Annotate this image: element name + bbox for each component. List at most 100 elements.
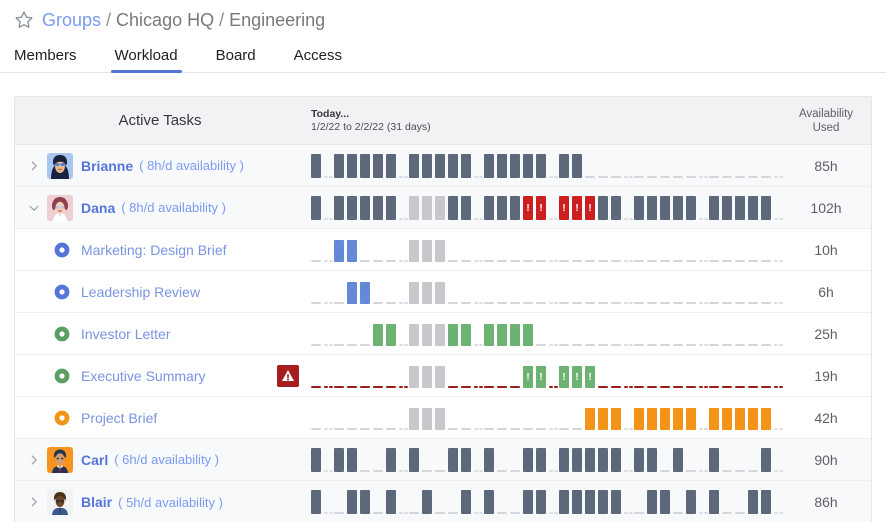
timeline-bar[interactable] [536, 490, 546, 514]
timeline-bar[interactable] [461, 490, 471, 514]
timeline-bar[interactable] [572, 365, 582, 388]
member-name[interactable]: Brianne [81, 157, 134, 174]
timeline-bar[interactable] [536, 153, 546, 178]
task-row[interactable]: Project Brief 42h [15, 397, 871, 439]
timeline-bar[interactable] [422, 407, 432, 430]
timeline-bar[interactable] [448, 153, 458, 178]
member-row[interactable]: Carl ( 6h/d availability ) 90h [15, 439, 871, 481]
timeline-bar[interactable] [611, 195, 621, 220]
timeline-bar[interactable] [709, 447, 719, 472]
timeline-bar[interactable] [409, 365, 419, 388]
task-name[interactable]: Project Brief [81, 409, 158, 426]
timeline-bar[interactable] [523, 447, 533, 472]
timeline-bar[interactable] [647, 447, 657, 472]
timeline-bar[interactable] [673, 407, 683, 430]
timeline-bar[interactable] [748, 490, 758, 514]
timeline-bar[interactable] [497, 153, 507, 178]
timeline-bar[interactable] [523, 323, 533, 346]
timeline-bar[interactable] [409, 239, 419, 262]
task-name[interactable]: Investor Letter [81, 325, 171, 342]
timeline-bar[interactable] [497, 323, 507, 346]
task-status-blue-icon[interactable] [53, 241, 71, 259]
timeline-bar[interactable] [709, 490, 719, 514]
timeline-bar[interactable] [585, 407, 595, 430]
timeline-bar[interactable] [422, 490, 432, 514]
timeline-bar[interactable] [761, 407, 771, 430]
timeline-bar[interactable] [761, 447, 771, 472]
timeline-bar[interactable] [722, 407, 732, 430]
timeline-bar[interactable] [523, 365, 533, 388]
timeline-bar[interactable] [360, 490, 370, 514]
chevron-down-icon[interactable] [25, 201, 43, 215]
timeline-bar[interactable] [386, 153, 396, 178]
timeline-bar[interactable] [334, 447, 344, 472]
timeline-bar[interactable] [660, 490, 670, 514]
timeline-bar[interactable] [686, 490, 696, 514]
timeline-bar[interactable] [435, 281, 445, 304]
timeline-bar[interactable] [510, 195, 520, 220]
chevron-right-icon[interactable] [25, 159, 43, 173]
task-row[interactable]: Investor Letter 25h [15, 313, 871, 355]
timeline-bar[interactable] [523, 490, 533, 514]
timeline-bar[interactable] [709, 195, 719, 220]
task-name[interactable]: Executive Summary [81, 367, 206, 384]
timeline-bar[interactable] [484, 323, 494, 346]
member-row[interactable]: Blair ( 5h/d availability ) 86h [15, 481, 871, 522]
task-row[interactable]: Executive Summary!!!!! 19h [15, 355, 871, 397]
row-timeline-cell[interactable] [305, 271, 783, 313]
timeline-bar[interactable] [373, 195, 383, 220]
timeline-bar[interactable] [585, 490, 595, 514]
task-name[interactable]: Marketing: Design Brief [81, 241, 227, 258]
tab-members[interactable]: Members [14, 47, 77, 64]
timeline-bar[interactable] [559, 447, 569, 472]
timeline-bar[interactable] [360, 195, 370, 220]
timeline-bar[interactable] [585, 447, 595, 472]
timeline-bar[interactable] [523, 195, 533, 220]
timeline-bar[interactable] [748, 407, 758, 430]
task-status-green-icon[interactable] [53, 325, 71, 343]
timeline-bar[interactable] [484, 490, 494, 514]
timeline-bar[interactable] [409, 407, 419, 430]
row-timeline-cell[interactable] [305, 145, 783, 187]
timeline-bar[interactable] [409, 153, 419, 178]
row-timeline-cell[interactable] [305, 481, 783, 522]
timeline-bar[interactable] [409, 323, 419, 346]
timeline-bar[interactable] [461, 323, 471, 346]
timeline-bar[interactable] [347, 281, 357, 304]
timeline-bar[interactable] [611, 490, 621, 514]
timeline-bar[interactable] [334, 195, 344, 220]
task-name[interactable]: Leadership Review [81, 283, 201, 300]
timeline-bar[interactable] [484, 447, 494, 472]
timeline-bar[interactable] [660, 407, 670, 430]
timeline-bar[interactable] [673, 195, 683, 220]
task-row[interactable]: Leadership Review 6h [15, 271, 871, 313]
timeline-bar[interactable] [761, 490, 771, 514]
timeline-bar[interactable] [510, 153, 520, 178]
timeline-bar[interactable] [523, 153, 533, 178]
timeline-bar[interactable] [510, 323, 520, 346]
timeline-bar[interactable] [559, 195, 569, 220]
chevron-right-icon[interactable] [25, 453, 43, 467]
timeline-bar[interactable] [311, 153, 321, 178]
timeline-bar[interactable] [634, 195, 644, 220]
timeline-bar[interactable] [422, 153, 432, 178]
task-status-orange-icon[interactable] [53, 409, 71, 427]
warning-triangle-icon[interactable] [277, 364, 299, 387]
timeline-bar[interactable] [373, 153, 383, 178]
timeline-bar[interactable] [347, 195, 357, 220]
task-status-green-icon[interactable] [53, 367, 71, 385]
member-name[interactable]: Dana [81, 199, 116, 216]
timeline-bar[interactable] [735, 407, 745, 430]
timeline-bar[interactable] [386, 323, 396, 346]
tab-workload[interactable]: Workload [110, 47, 182, 73]
chevron-right-icon[interactable] [25, 495, 43, 509]
timeline-bar[interactable] [761, 195, 771, 220]
timeline-bar[interactable] [585, 365, 595, 388]
timeline-bar[interactable] [572, 490, 582, 514]
timeline-bar[interactable] [686, 407, 696, 430]
timeline-bar[interactable] [686, 195, 696, 220]
timeline-bar[interactable] [497, 195, 507, 220]
star-outline-icon[interactable] [14, 10, 34, 30]
timeline-bar[interactable] [311, 195, 321, 220]
timeline-bar[interactable] [347, 153, 357, 178]
